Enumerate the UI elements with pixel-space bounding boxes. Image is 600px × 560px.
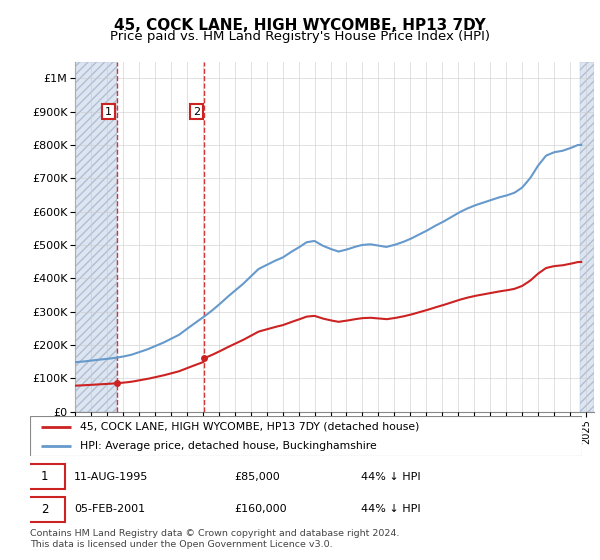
Bar <box>75 62 116 412</box>
Text: HPI: Average price, detached house, Buckinghamshire: HPI: Average price, detached house, Buck… <box>80 441 376 450</box>
FancyBboxPatch shape <box>25 464 65 489</box>
Bar <box>580 62 594 412</box>
Text: 2: 2 <box>193 106 200 116</box>
Text: 05-FEB-2001: 05-FEB-2001 <box>74 505 145 515</box>
Text: 45, COCK LANE, HIGH WYCOMBE, HP13 7DY: 45, COCK LANE, HIGH WYCOMBE, HP13 7DY <box>114 18 486 32</box>
Text: 44% ↓ HPI: 44% ↓ HPI <box>361 505 421 515</box>
Text: Contains HM Land Registry data © Crown copyright and database right 2024.
This d: Contains HM Land Registry data © Crown c… <box>30 529 400 549</box>
Text: 2: 2 <box>41 503 49 516</box>
FancyBboxPatch shape <box>30 416 582 456</box>
Text: 11-AUG-1995: 11-AUG-1995 <box>74 472 149 482</box>
Text: 1: 1 <box>105 106 112 116</box>
Text: 44% ↓ HPI: 44% ↓ HPI <box>361 472 421 482</box>
Text: 45, COCK LANE, HIGH WYCOMBE, HP13 7DY (detached house): 45, COCK LANE, HIGH WYCOMBE, HP13 7DY (d… <box>80 422 419 432</box>
FancyBboxPatch shape <box>25 497 65 522</box>
Text: £160,000: £160,000 <box>234 505 287 515</box>
Text: 1: 1 <box>41 470 49 483</box>
Text: Price paid vs. HM Land Registry's House Price Index (HPI): Price paid vs. HM Land Registry's House … <box>110 30 490 43</box>
Text: £85,000: £85,000 <box>234 472 280 482</box>
